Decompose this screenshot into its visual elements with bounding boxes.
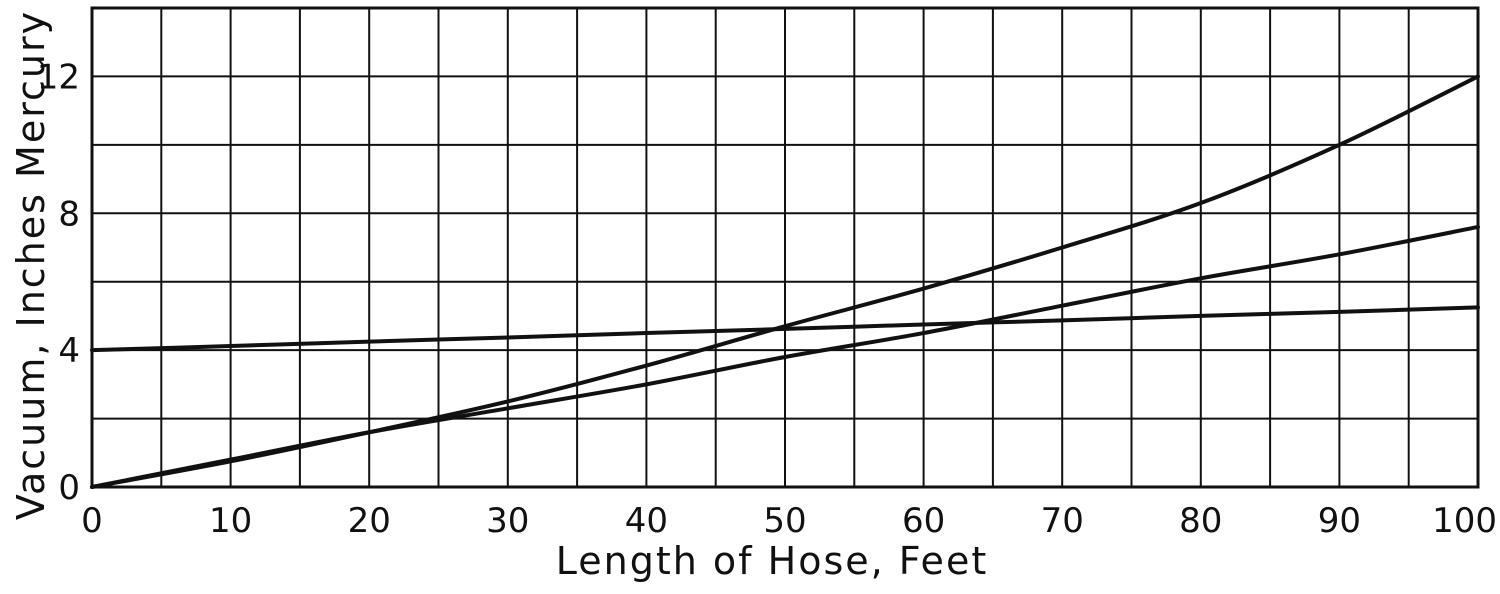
series-line: [90, 74, 1480, 489]
x-tick-label: 10: [209, 501, 252, 541]
y-tick-label: 0: [58, 468, 80, 508]
chart-series-group: [90, 74, 1480, 489]
x-tick-label: 60: [902, 501, 945, 541]
x-tick-label: 100: [1432, 501, 1497, 541]
x-tick-label: 20: [348, 501, 391, 541]
y-tick-label: 12: [37, 57, 80, 97]
chart-grid: [92, 8, 1478, 487]
x-tick-label: 40: [625, 501, 668, 541]
x-tick-label: 70: [1041, 501, 1084, 541]
x-tick-label: 80: [1179, 501, 1222, 541]
series-line: [90, 305, 1480, 353]
y-axis-ticks: 0 4 8 12: [37, 57, 80, 508]
x-axis-ticks: 0 10 20 30 40 50 60 70 80 90 100: [81, 501, 1497, 541]
plot-frame: [90, 6, 1480, 489]
x-tick-label: 90: [1318, 501, 1361, 541]
x-tick-label: 50: [763, 501, 806, 541]
x-tick-label: 0: [81, 501, 103, 541]
x-tick-label: 30: [486, 501, 529, 541]
y-tick-label: 8: [58, 194, 80, 234]
y-axis-title: Vacuum, Inches Mercury: [9, 10, 53, 520]
y-tick-label: 4: [58, 331, 80, 371]
x-axis-title: Length of Hose, Feet: [556, 539, 988, 583]
